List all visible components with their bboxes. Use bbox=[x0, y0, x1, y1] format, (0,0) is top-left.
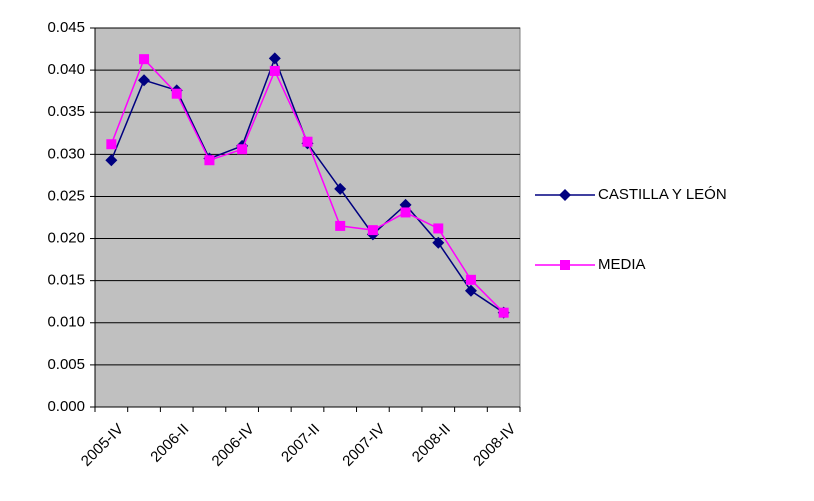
data-point bbox=[269, 65, 280, 76]
legend-marker bbox=[559, 189, 571, 201]
x-tick-label: 2007-II bbox=[278, 421, 323, 466]
data-point bbox=[464, 284, 477, 297]
legend-item: CASTILLA Y LEÓN bbox=[535, 186, 727, 203]
y-tick-label: 0.000 bbox=[47, 398, 85, 415]
y-tick-label: 0.030 bbox=[47, 145, 85, 162]
y-tick-label: 0.015 bbox=[47, 272, 85, 289]
y-tick-label: 0.040 bbox=[47, 61, 85, 78]
data-point bbox=[334, 182, 347, 195]
data-point bbox=[367, 225, 378, 236]
x-tick-label: 2008-IV bbox=[470, 421, 519, 470]
x-tick-label: 2006-IV bbox=[209, 421, 258, 470]
data-point bbox=[171, 88, 182, 99]
data-point bbox=[498, 307, 509, 318]
data-point bbox=[237, 144, 248, 155]
y-tick-label: 0.035 bbox=[47, 103, 85, 120]
data-point bbox=[204, 155, 215, 166]
y-tick-label: 0.020 bbox=[47, 230, 85, 247]
data-point bbox=[465, 274, 476, 285]
x-tick-label: 2006-II bbox=[147, 421, 192, 466]
x-tick-label: 2007-IV bbox=[339, 421, 388, 470]
legend-marker bbox=[560, 260, 570, 270]
plot-area bbox=[94, 27, 521, 408]
x-tick-label: 2005-IV bbox=[78, 421, 127, 470]
data-point bbox=[268, 52, 281, 65]
data-point bbox=[139, 54, 150, 65]
data-point bbox=[105, 154, 118, 167]
x-tick-label: 2008-II bbox=[409, 421, 454, 466]
data-point bbox=[138, 74, 151, 87]
y-tick-label: 0.005 bbox=[47, 356, 85, 373]
legend-label: MEDIA bbox=[598, 256, 646, 273]
data-point bbox=[400, 207, 411, 218]
y-tick-label: 0.025 bbox=[47, 187, 85, 204]
y-tick-label: 0.045 bbox=[47, 19, 85, 36]
y-tick-label: 0.010 bbox=[47, 314, 85, 331]
legend-label: CASTILLA Y LEÓN bbox=[598, 186, 727, 203]
legend-item: MEDIA bbox=[535, 256, 646, 273]
data-point bbox=[106, 139, 117, 150]
data-point bbox=[433, 223, 444, 234]
data-point bbox=[432, 236, 445, 249]
data-point bbox=[302, 136, 313, 147]
data-point bbox=[335, 220, 346, 231]
